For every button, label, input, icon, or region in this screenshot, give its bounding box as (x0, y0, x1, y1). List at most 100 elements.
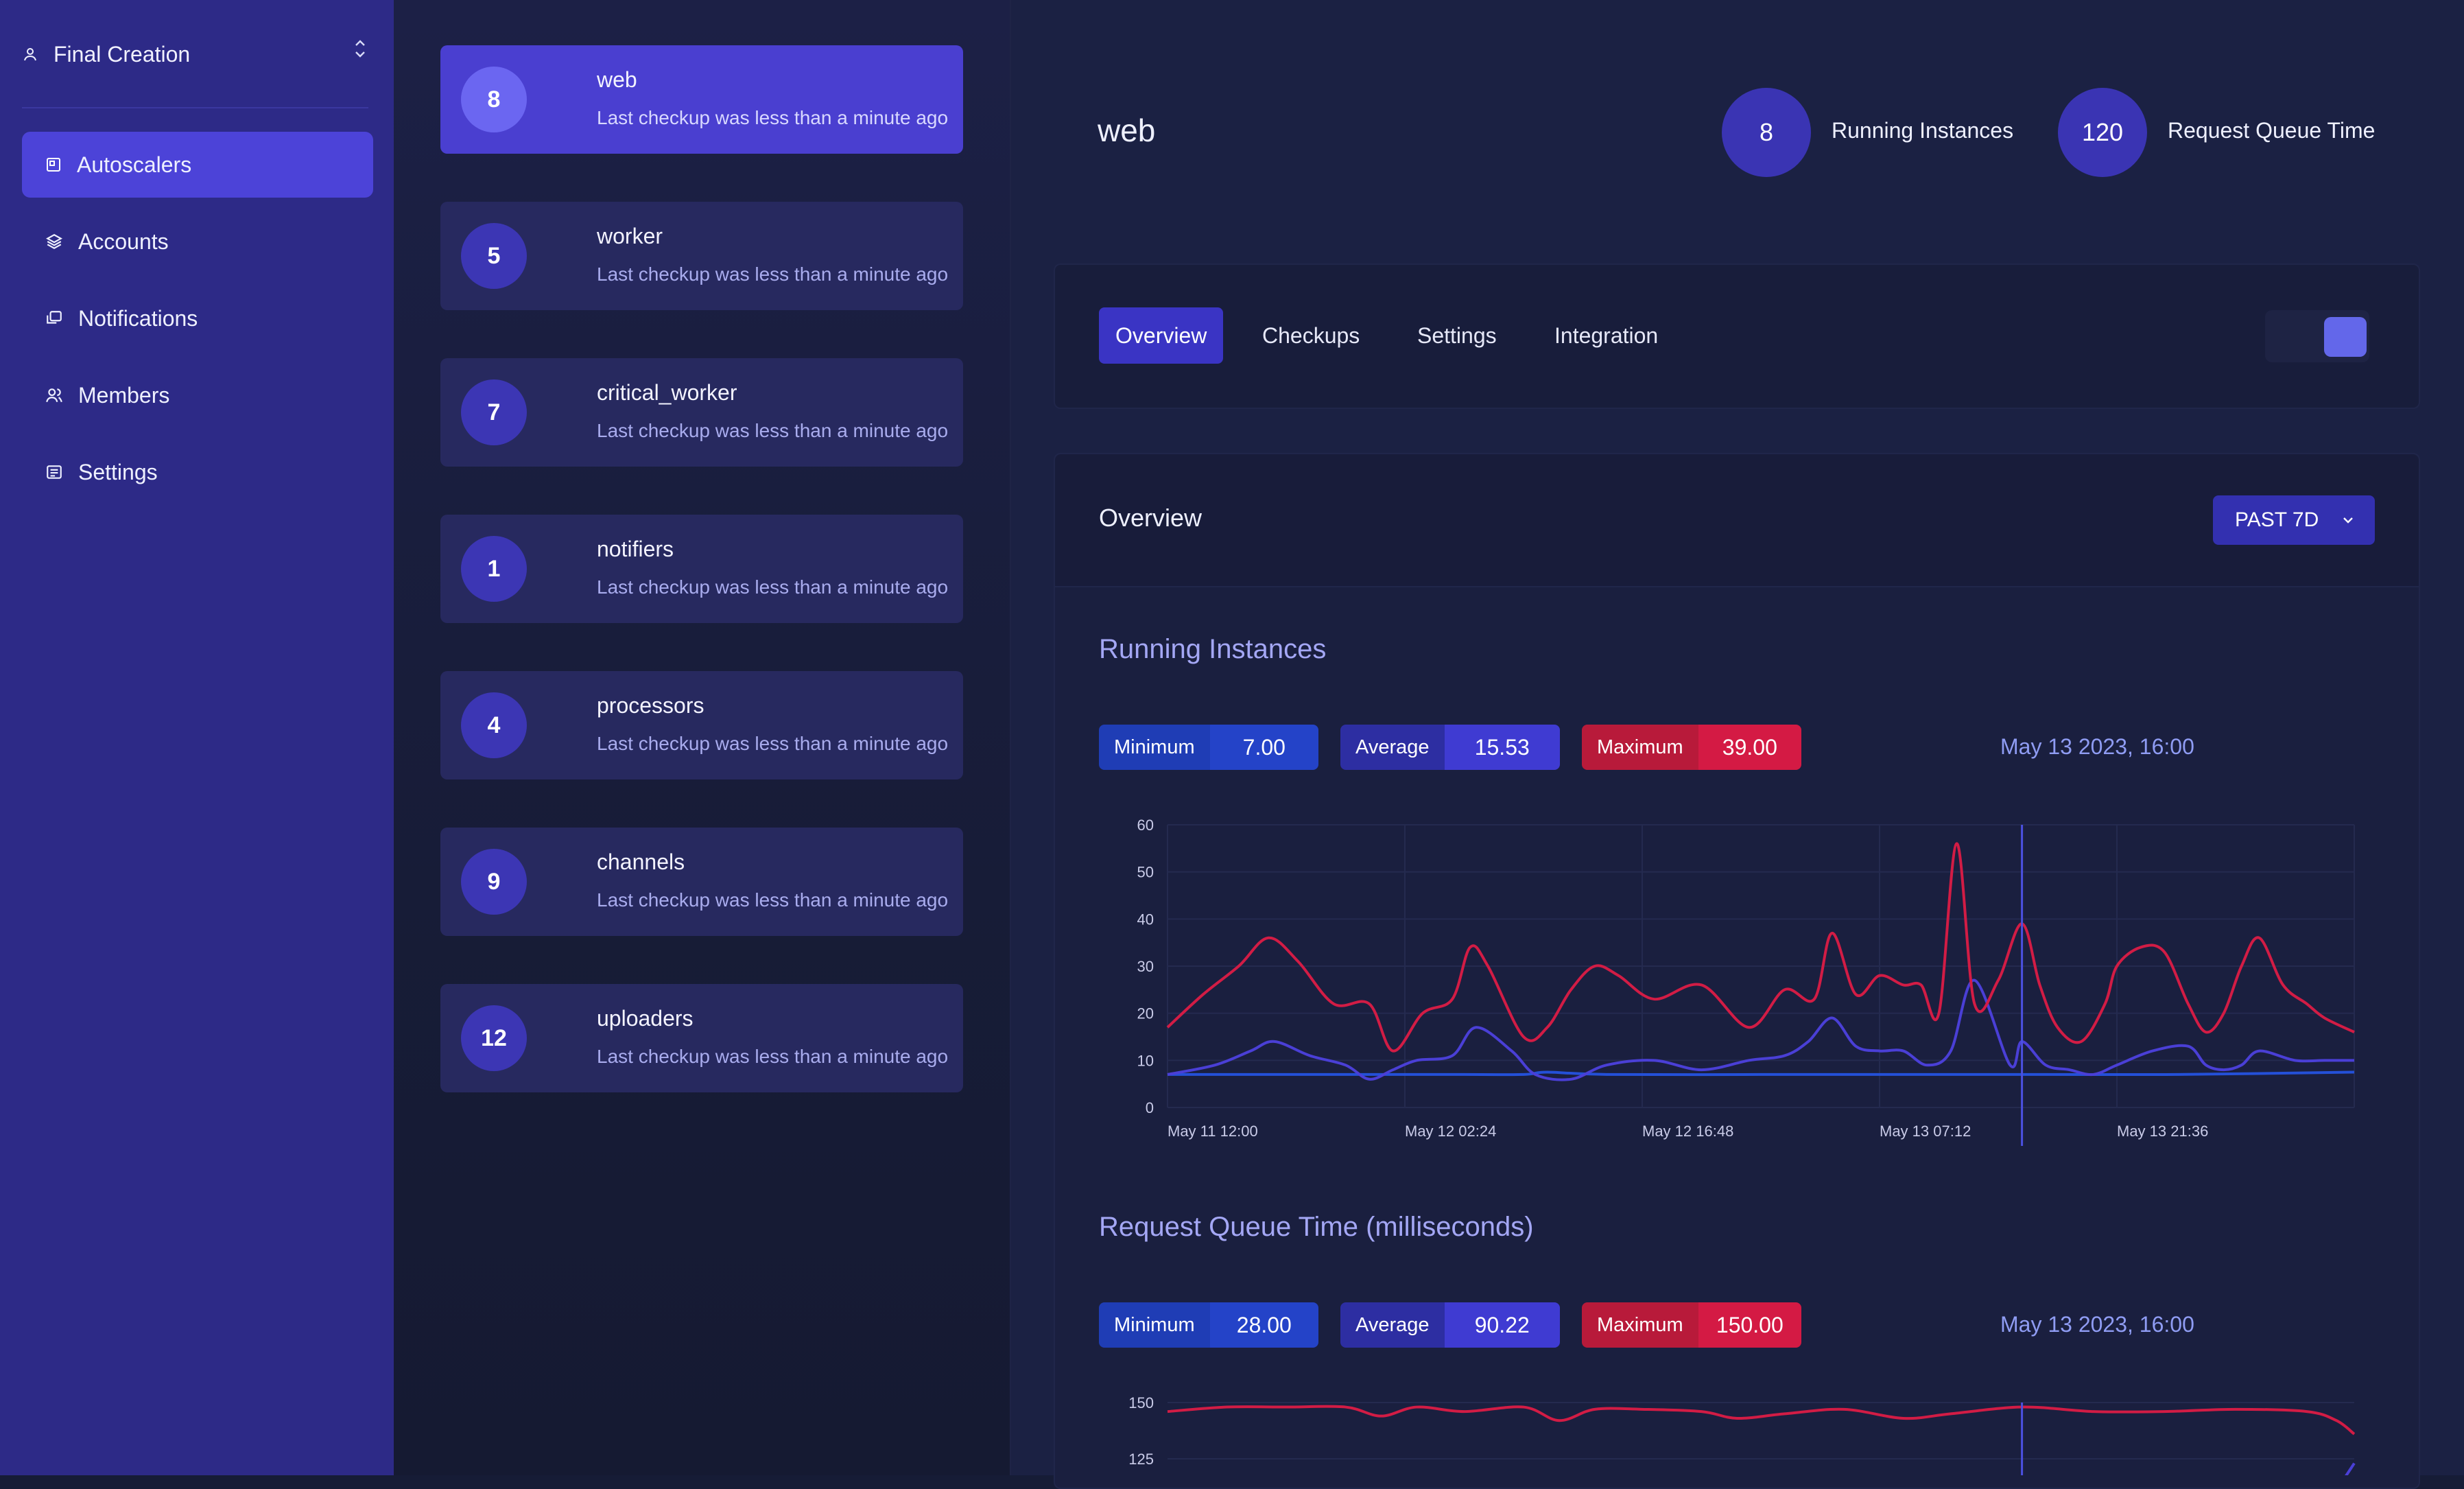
autoscaler-name: worker (597, 224, 663, 248)
autoscaler-status: Last checkup was less than a minute ago (597, 576, 949, 598)
stat-value: 39.00 (1698, 725, 1801, 770)
column-divider (1010, 0, 1011, 1475)
x-tick-label: May 11 12:00 (1168, 1123, 1258, 1140)
series-line-average (2345, 1462, 2356, 1475)
chevron-down-icon (2343, 517, 2353, 524)
sidebar-item-members[interactable]: Members (22, 362, 373, 428)
chart-grid (1167, 824, 2355, 1108)
sidebar-item-label: Accounts (78, 228, 169, 254)
autoscaler-name: processors (597, 693, 704, 718)
instance-count-badge: 5 (461, 223, 527, 289)
autoscaler-status: Last checkup was less than a minute ago (597, 1046, 949, 1067)
stat-label: Maximum (1582, 1302, 1698, 1348)
series-line-minimum (1168, 1070, 2355, 1077)
x-tick-label: May 13 21:36 (2117, 1123, 2208, 1140)
user-icon (24, 48, 36, 61)
autoscaler-status: Last checkup was less than a minute ago (597, 420, 949, 441)
x-tick-label: May 13 07:12 (1880, 1123, 1971, 1140)
autoscaler-status: Last checkup was less than a minute ago (597, 107, 949, 128)
autoscaler-name: notifiers (597, 537, 674, 561)
request-queue-time-label: Request Queue Time (2168, 118, 2376, 143)
y-tick-label: 10 (1137, 1052, 1154, 1069)
sidebar-item-label: Settings (78, 459, 158, 484)
autoscaler-card-processors[interactable]: 4 processors Last checkup was less than … (440, 671, 963, 779)
stat-value: 28.00 (1209, 1302, 1318, 1348)
stat-label: Average (1340, 725, 1445, 770)
autoscaler-card-critical-worker[interactable]: 7 critical_worker Last checkup was less … (440, 358, 963, 467)
tab-integration[interactable]: Integration (1554, 323, 1659, 348)
queue-min-stat: Minimum 28.00 (1099, 1302, 1318, 1348)
sidebar-divider (22, 107, 368, 108)
autoscaler-name: critical_worker (597, 380, 737, 405)
autoscaler-list: 8 web Last checkup was less than a minut… (394, 0, 1010, 1475)
request-queue-chart[interactable]: 150 125 (1099, 1387, 2361, 1475)
series-line-maximum (1166, 842, 2355, 1053)
instance-count-badge: 8 (461, 67, 527, 132)
sidebar-item-settings[interactable]: Settings (22, 439, 373, 505)
autoscaler-name: channels (597, 849, 685, 874)
running-instances-count: 8 (1722, 88, 1811, 177)
autoscaler-name: web (597, 67, 637, 92)
org-switcher[interactable]: Final Creation (22, 30, 368, 78)
series-line-average (1167, 978, 2355, 1081)
sidebar-item-label: Notifications (78, 305, 198, 331)
sidebar-item-accounts[interactable]: Accounts (22, 209, 373, 274)
y-tick-label: 40 (1137, 911, 1154, 928)
running-instances-title: Running Instances (1099, 634, 1327, 664)
sidebar-item-autoscalers[interactable]: Autoscalers (22, 132, 373, 198)
tab-checkups[interactable]: Checkups (1262, 323, 1360, 348)
org-name: Final Creation (54, 41, 191, 67)
settings-icon (47, 465, 62, 479)
chevron-updown-icon[interactable] (352, 38, 368, 59)
instance-count-badge: 1 (461, 536, 527, 602)
instance-count-badge: 4 (461, 692, 527, 758)
autoscaler-card-channels[interactable]: 9 channels Last checkup was less than a … (440, 828, 963, 936)
series-line-maximum (1167, 1405, 2356, 1435)
queue-max-stat: Maximum 150.00 (1582, 1302, 1801, 1348)
request-queue-title: Request Queue Time (milliseconds) (1099, 1212, 1534, 1242)
autoscaler-card-worker[interactable]: 5 worker Last checkup was less than a mi… (440, 202, 963, 310)
x-tick-label: May 12 02:24 (1405, 1123, 1496, 1140)
autoscaler-toggle[interactable] (2265, 310, 2369, 362)
running-timestamp: May 13 2023, 16:00 (2000, 734, 2194, 759)
autoscaler-status: Last checkup was less than a minute ago (597, 263, 949, 285)
y-tick-label: 0 (1146, 1099, 1154, 1116)
autoscaler-status: Last checkup was less than a minute ago (597, 889, 949, 911)
y-tick-label: 20 (1137, 1005, 1154, 1022)
y-tick-label: 60 (1137, 817, 1154, 834)
notification-icon (47, 311, 62, 324)
autoscaler-card-web[interactable]: 8 web Last checkup was less than a minut… (440, 45, 963, 154)
running-instances-chart[interactable]: 60 50 40 30 20 10 0 May 11 12:00 May 12 02:24 May… (1099, 810, 2361, 1153)
instance-count-badge: 12 (461, 1005, 527, 1071)
sidebar-item-notifications[interactable]: Notifications (22, 285, 373, 351)
toggle-knob (2324, 317, 2367, 357)
autoscaler-card-notifiers[interactable]: 1 notifiers Last checkup was less than a… (440, 515, 963, 623)
stat-value: 15.53 (1444, 725, 1560, 770)
running-min-stat: Minimum 7.00 (1099, 725, 1318, 770)
tabs-panel (1054, 263, 2420, 409)
sidebar-item-label: Members (78, 382, 170, 408)
y-tick-label: 125 (1128, 1451, 1154, 1468)
overview-title: Overview (1099, 504, 1203, 532)
x-tick-label: May 12 16:48 (1642, 1123, 1733, 1140)
overview-header (1055, 454, 2419, 587)
autoscaler-status: Last checkup was less than a minute ago (597, 733, 949, 754)
stat-label: Minimum (1099, 725, 1210, 770)
instance-count-badge: 7 (461, 379, 527, 445)
running-max-stat: Maximum 39.00 (1582, 725, 1801, 770)
autoscaler-card-uploaders[interactable]: 12 uploaders Last checkup was less than … (440, 984, 963, 1092)
autoscaler-name: uploaders (597, 1006, 694, 1031)
request-queue-time-value: 120 (2058, 88, 2147, 177)
layers-icon (46, 234, 62, 249)
tab-settings[interactable]: Settings (1417, 323, 1497, 348)
users-icon (46, 388, 62, 403)
time-range-label: PAST 7D (2235, 508, 2319, 531)
sidebar: Final Creation Autoscalers Accounts Noti… (0, 0, 394, 1475)
autoscaler-icon (47, 158, 60, 172)
time-range-dropdown[interactable]: PAST 7D (2213, 495, 2375, 545)
tab-overview[interactable]: Overview (1099, 307, 1224, 364)
instance-count-badge: 9 (461, 849, 527, 915)
running-instances-label: Running Instances (1832, 118, 2014, 143)
stat-value: 150.00 (1698, 1302, 1801, 1348)
y-tick-label: 30 (1137, 958, 1154, 975)
